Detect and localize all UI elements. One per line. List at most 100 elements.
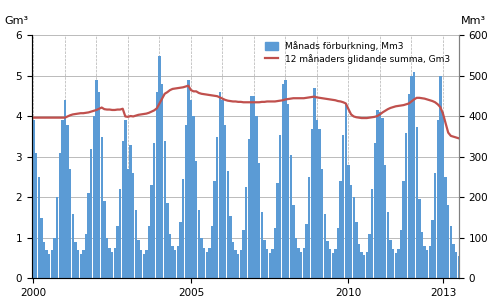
Bar (305, 224, 307, 278)
Bar (232, 242, 234, 278)
Bar (408, 94, 410, 278)
Bar (284, 80, 287, 278)
Bar (177, 246, 179, 278)
Bar (371, 189, 373, 278)
Bar (389, 240, 392, 278)
Bar (145, 250, 148, 278)
Bar (423, 246, 426, 278)
Bar (400, 230, 402, 278)
Bar (274, 228, 276, 278)
Bar (250, 96, 252, 278)
Bar (182, 179, 184, 278)
Bar (382, 118, 384, 278)
Bar (35, 153, 37, 278)
Bar (158, 56, 161, 278)
Bar (193, 117, 195, 278)
Bar (129, 145, 132, 278)
Bar (429, 246, 431, 278)
Bar (268, 253, 271, 278)
Bar (368, 234, 371, 278)
Bar (114, 248, 116, 278)
Bar (334, 249, 337, 278)
Bar (426, 250, 428, 278)
Bar (93, 117, 95, 278)
Bar (302, 248, 305, 278)
Bar (318, 129, 321, 278)
Bar (205, 252, 208, 278)
Bar (387, 212, 389, 278)
Bar (376, 110, 379, 278)
Bar (295, 238, 297, 278)
Bar (43, 242, 45, 278)
Bar (442, 112, 444, 278)
Bar (316, 120, 318, 278)
Bar (82, 250, 85, 278)
Bar (263, 240, 266, 278)
Bar (347, 165, 349, 278)
Bar (103, 201, 105, 278)
Bar (392, 249, 394, 278)
Bar (266, 249, 268, 278)
Bar (350, 185, 352, 278)
Bar (455, 252, 457, 278)
Bar (116, 226, 119, 278)
Bar (135, 210, 137, 278)
Bar (457, 256, 460, 278)
Bar (290, 155, 292, 278)
Bar (174, 250, 176, 278)
Bar (276, 183, 279, 278)
Bar (108, 248, 111, 278)
Bar (437, 120, 439, 278)
Bar (64, 100, 66, 278)
Bar (58, 153, 61, 278)
Bar (111, 252, 113, 278)
Bar (56, 197, 58, 278)
Bar (153, 143, 155, 278)
Bar (449, 226, 452, 278)
Bar (148, 226, 150, 278)
Bar (402, 181, 405, 278)
Bar (245, 187, 248, 278)
Bar (242, 230, 245, 278)
Bar (332, 253, 334, 278)
Bar (98, 92, 100, 278)
Bar (203, 248, 205, 278)
Bar (32, 120, 35, 278)
Bar (366, 252, 368, 278)
Bar (229, 216, 232, 278)
Bar (143, 254, 145, 278)
Legend: Månads förburkning, Mm3, 12 månaders glidande summa, Gm3: Månads förburkning, Mm3, 12 månaders gli… (261, 38, 454, 67)
Bar (169, 234, 171, 278)
Bar (434, 173, 436, 278)
Bar (321, 169, 323, 278)
Bar (271, 249, 274, 278)
Bar (40, 218, 43, 278)
Bar (38, 177, 40, 278)
Bar (122, 141, 124, 278)
Bar (90, 149, 93, 278)
Bar (279, 135, 281, 278)
Bar (195, 161, 198, 278)
Bar (46, 250, 48, 278)
Bar (431, 220, 434, 278)
Bar (355, 222, 357, 278)
Bar (132, 173, 134, 278)
Bar (363, 255, 365, 278)
Bar (258, 163, 260, 278)
Bar (374, 143, 376, 278)
Bar (300, 252, 302, 278)
Bar (340, 181, 342, 278)
Bar (397, 249, 399, 278)
Bar (410, 76, 413, 278)
Bar (208, 248, 210, 278)
Bar (171, 246, 174, 278)
Text: Mm³: Mm³ (461, 16, 487, 26)
Bar (211, 226, 213, 278)
Bar (384, 165, 387, 278)
Bar (95, 80, 98, 278)
Bar (261, 212, 263, 278)
Bar (50, 250, 53, 278)
Bar (240, 250, 242, 278)
Bar (216, 137, 218, 278)
Bar (77, 250, 79, 278)
